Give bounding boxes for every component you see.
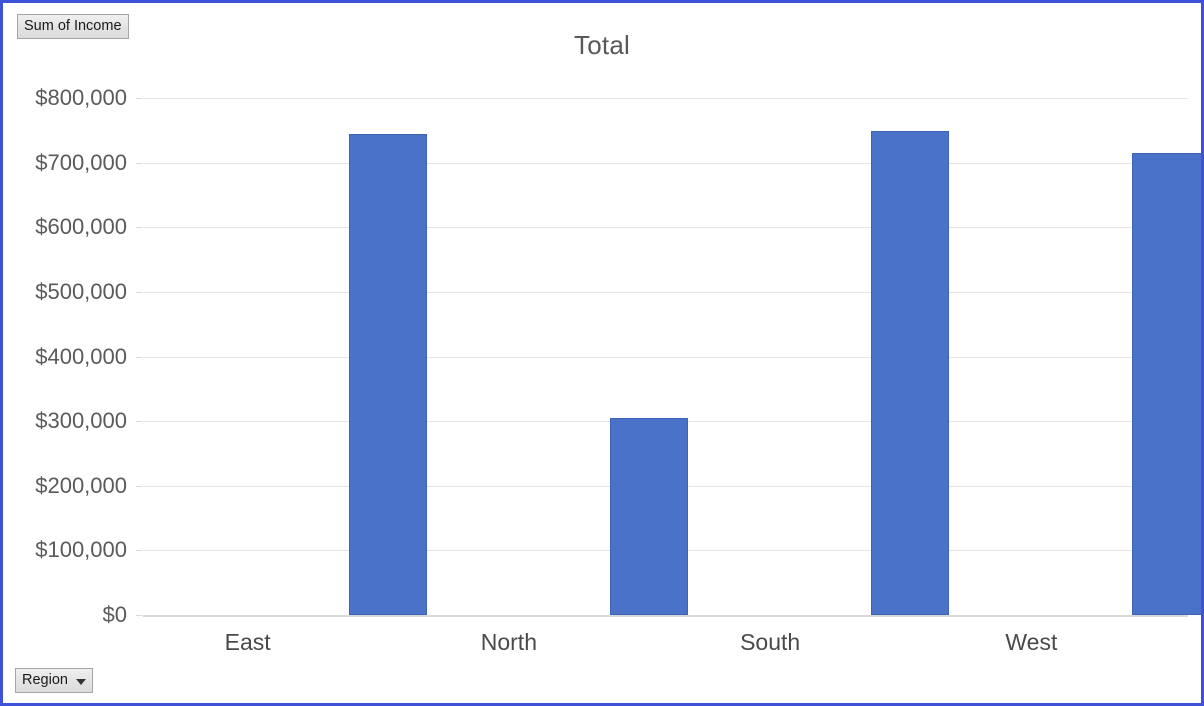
y-axis-tick-label: $800,000 <box>35 85 127 110</box>
gridline <box>143 291 1188 293</box>
plot-area <box>136 98 1201 616</box>
y-axis-tick-label: $100,000 <box>35 537 127 563</box>
x-axis-label-north: North <box>480 629 537 655</box>
y-axis-tick-label: $500,000 <box>35 278 127 304</box>
y-axis-tick-label: $200,000 <box>35 472 127 498</box>
y-axis-tick-label: $300,000 <box>35 408 127 434</box>
pivot-value-field-button[interactable]: Sum of Income <box>17 14 129 39</box>
y-axis-labels: $800,000 $700,000 $600,000 $500,000 $400,000… <box>3 3 127 703</box>
y-axis-tick <box>136 421 142 423</box>
chart-title: Total <box>574 30 630 60</box>
gridline <box>143 162 1188 164</box>
y-axis-tick <box>136 291 142 293</box>
y-axis-tick-label: $0 <box>102 602 127 627</box>
pivot-filter-field-button[interactable]: Region <box>15 668 93 693</box>
x-axis-line <box>143 615 1188 617</box>
x-axis-label-west: West <box>1005 629 1058 655</box>
y-axis-tick-label: $700,000 <box>35 149 127 175</box>
y-axis-tick <box>136 615 142 616</box>
x-axis-label-south: South <box>740 629 801 655</box>
y-axis-tick <box>136 162 142 164</box>
y-axis-tick <box>136 550 142 552</box>
x-axis-label-east: East <box>224 629 271 655</box>
y-axis-tick-label: $600,000 <box>35 214 127 240</box>
pivot-filter-field-label: Region <box>22 672 68 688</box>
pivot-value-field-label: Sum of Income <box>24 18 122 34</box>
gridline <box>143 356 1188 358</box>
bar-west[interactable] <box>1132 152 1201 615</box>
bar-east[interactable] <box>348 133 427 615</box>
y-axis-tick <box>136 485 142 487</box>
y-axis-tick <box>136 98 142 99</box>
y-axis-tick <box>136 356 142 358</box>
chevron-down-icon <box>75 678 86 685</box>
y-axis-tick <box>136 227 142 229</box>
y-axis-tick-label: $400,000 <box>35 343 127 369</box>
gridline <box>143 98 1188 99</box>
bar-south[interactable] <box>871 130 950 615</box>
gridline <box>143 227 1188 229</box>
bar-north[interactable] <box>609 417 688 615</box>
